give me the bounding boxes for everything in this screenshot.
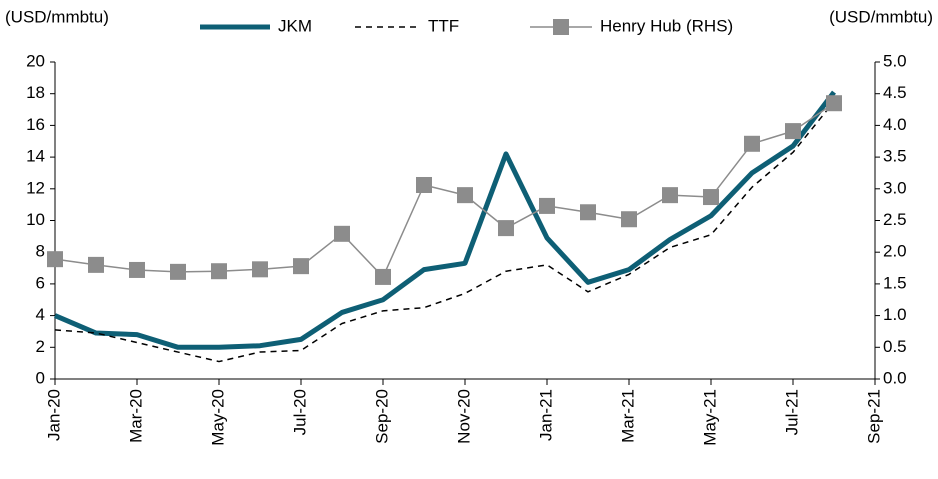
y-tick-label: 12 (26, 178, 45, 197)
y2-tick-label: 5.0 (883, 51, 907, 70)
y-tick-label: 4 (36, 305, 45, 324)
series-marker (252, 261, 268, 278)
series-marker (498, 220, 514, 237)
series-marker (170, 263, 186, 280)
legend-label: JKM (278, 16, 312, 35)
x-tick-label: Jan-20 (44, 389, 63, 441)
y-tick-label: 18 (26, 83, 45, 102)
y-tick-label: 0 (36, 368, 45, 387)
y2-tick-label: 2.0 (883, 242, 907, 261)
y-axis-label: (USD/mmbtu) (5, 7, 109, 26)
y-tick-label: 16 (26, 115, 45, 134)
y-tick-label: 20 (26, 51, 45, 70)
y2-tick-label: 1.0 (883, 305, 907, 324)
y-tick-label: 8 (36, 242, 45, 261)
series-line (54, 101, 835, 363)
x-tick-label: Mar-20 (126, 389, 145, 443)
legend-label: TTF (428, 16, 459, 35)
x-tick-label: Jul-21 (782, 389, 801, 435)
series-marker (416, 176, 432, 193)
series-marker (129, 261, 145, 278)
x-tick-label: Jan-21 (536, 389, 555, 441)
x-tick-label: Jul-20 (290, 389, 309, 435)
series-marker (88, 256, 104, 273)
y2-tick-label: 3.0 (883, 178, 907, 197)
series-line (54, 90, 836, 350)
y2-tick-label: 4.0 (883, 115, 907, 134)
series-marker (375, 268, 391, 285)
y-tick-label: 14 (26, 147, 45, 166)
y2-tick-label: 3.5 (883, 147, 907, 166)
x-tick-label: Mar-21 (618, 389, 637, 443)
y2-axis-label: (USD/mmbtu) (829, 7, 933, 26)
series-marker (211, 263, 227, 280)
legend-label: Henry Hub (RHS) (600, 16, 733, 35)
x-tick-label: Sep-21 (864, 389, 883, 444)
y-tick-label: 6 (36, 273, 45, 292)
series-marker (744, 135, 760, 152)
series-marker (662, 187, 678, 204)
x-tick-label: May-21 (700, 389, 719, 446)
series-marker (703, 189, 719, 206)
y2-tick-label: 2.5 (883, 210, 907, 229)
series-marker (457, 187, 473, 204)
y2-tick-label: 0.5 (883, 337, 907, 356)
y-tick-label: 2 (36, 337, 45, 356)
y2-tick-label: 0.0 (883, 368, 907, 387)
y-tick-label: 10 (26, 210, 45, 229)
series-marker (826, 95, 842, 112)
y2-tick-label: 1.5 (883, 273, 907, 292)
y2-tick-label: 4.5 (883, 83, 907, 102)
x-tick-label: May-20 (208, 389, 227, 446)
series-marker (539, 197, 555, 214)
series-marker (334, 225, 350, 242)
series-marker (580, 204, 596, 221)
series-marker (785, 123, 801, 140)
x-tick-label: Sep-20 (372, 389, 391, 444)
series-marker (621, 211, 637, 228)
x-tick-label: Nov-20 (454, 389, 473, 444)
legend-marker (553, 19, 569, 35)
series-marker (293, 258, 309, 275)
series-marker (47, 251, 63, 268)
